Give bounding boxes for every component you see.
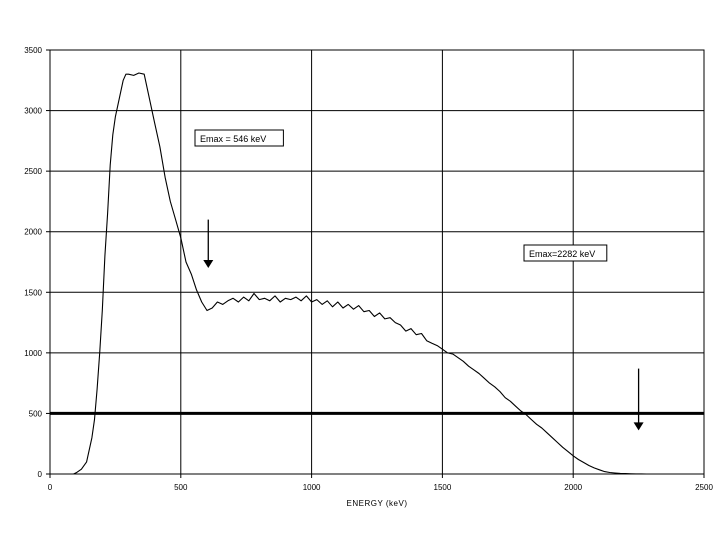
y-axis-ticks: 0 500 1000 1500 2000 2500 3000 3500 [24, 46, 50, 479]
x-axis-title: ENERGY (keV) [347, 499, 408, 508]
y-tick-label: 1000 [24, 349, 42, 358]
y-tick-label: 2500 [24, 167, 42, 176]
data-series [50, 72, 652, 475]
annotations: Emax = 546 keV Emax=2282 keV [194, 129, 644, 431]
y-tick-label: 1500 [24, 288, 42, 297]
y-tick-label: 500 [29, 409, 43, 418]
annotation-label: Emax = 546 keV [200, 134, 266, 144]
plot-border [49, 49, 705, 475]
x-tick-label: 1000 [303, 483, 321, 492]
x-tick-label: 500 [174, 483, 188, 492]
y-tick-label: 2000 [24, 228, 42, 237]
arrow-head [203, 260, 214, 269]
spectrum-line [50, 72, 652, 475]
y-tick-label: 3500 [24, 46, 42, 55]
x-axis-ticks: 0 500 1000 1500 2000 2500 [48, 474, 713, 492]
annotation-box [523, 244, 608, 262]
y-tick-label: 3000 [24, 107, 42, 116]
x-tick-label: 2000 [564, 483, 582, 492]
plot-frame [49, 49, 705, 475]
gridlines [50, 50, 704, 474]
x-tick-label: 2500 [695, 483, 713, 492]
annotation-label: Emax=2282 keV [529, 249, 595, 259]
y-tick-label: 0 [38, 470, 43, 479]
x-tick-label: 1500 [434, 483, 452, 492]
annotation-box [194, 129, 284, 147]
x-tick-label: 0 [48, 483, 53, 492]
arrow-head [633, 422, 644, 431]
